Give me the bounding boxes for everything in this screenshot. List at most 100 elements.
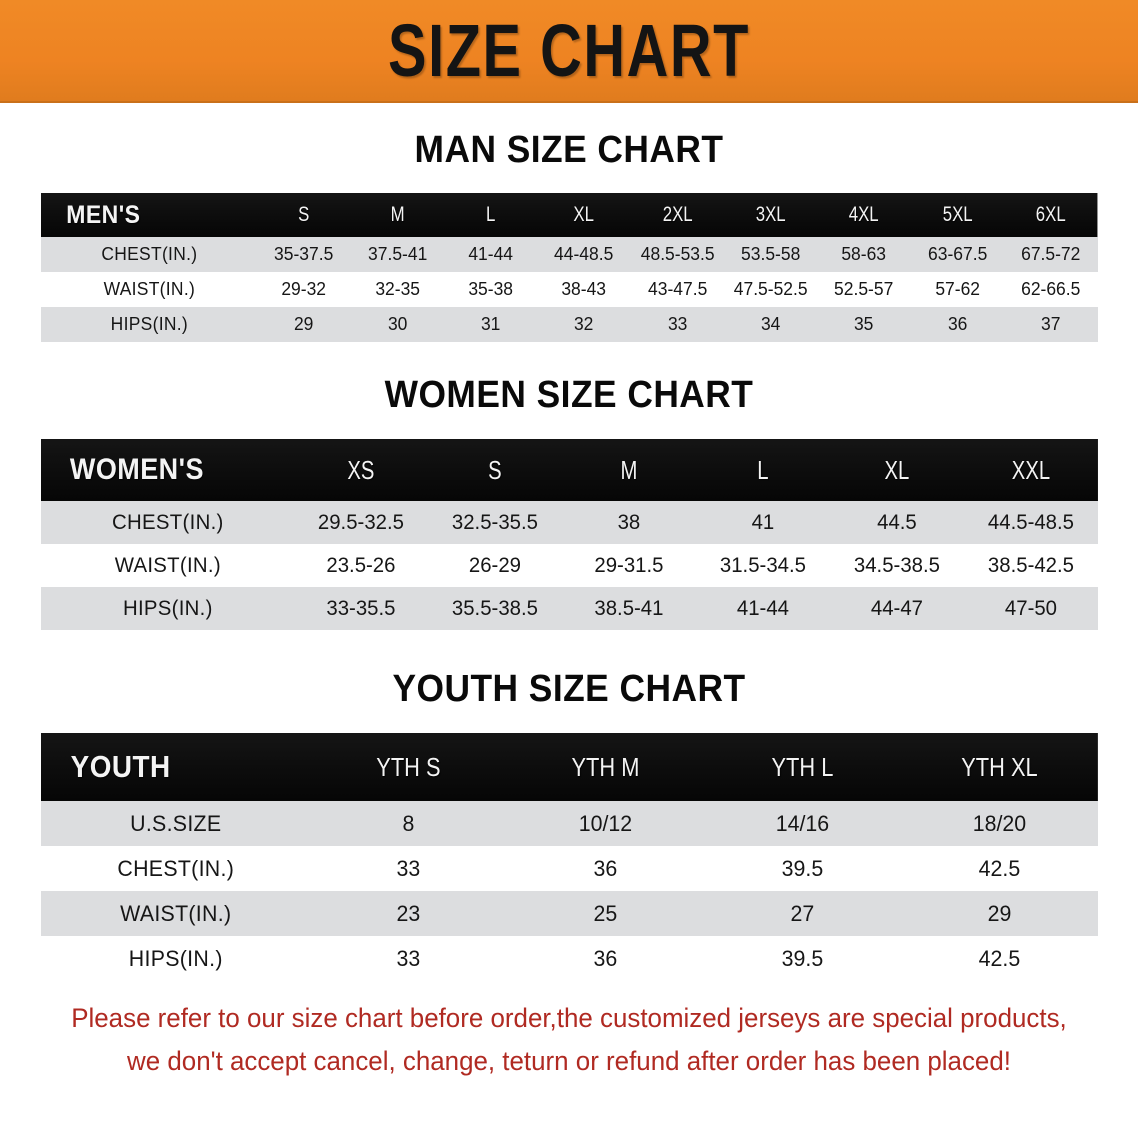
column-header-l: L (757, 454, 769, 485)
table-cell: 32.5-35.5 (451, 510, 539, 534)
table-cell: 33 (396, 855, 421, 881)
women-table-corner-label: WOMEN'S (69, 453, 204, 486)
table-row: WAIST(IN.) 23 25 27 29 (40, 891, 1098, 936)
table-cell: 38 (617, 510, 641, 534)
table-cell: 27 (790, 900, 815, 926)
table-cell: 14/16 (775, 810, 829, 836)
page-banner: SIZE CHART (0, 0, 1138, 103)
column-header-yth-xl: YTH XL (960, 751, 1038, 782)
table-cell: 67.5-72 (1021, 244, 1081, 264)
table-cell: 10/12 (578, 810, 633, 836)
row-label-hips-in-: HIPS(IN.) (128, 945, 223, 971)
table-cell: 53.5-58 (741, 244, 801, 264)
table-cell: 29.5-32.5 (318, 510, 405, 534)
table-cell: 44-47 (870, 596, 923, 620)
column-header-xl: XL (884, 454, 910, 485)
table-row: HIPS(IN.) 33-35.5 35.5-38.5 38.5-41 41-44 44-… (40, 587, 1098, 630)
return-policy-line-1: Please refer to our size chart before or… (71, 1003, 1067, 1033)
youth-table-body: U.S.SIZE 8 10/12 14/16 18/20 CHEST(IN.) 33 36 39… (40, 801, 1098, 981)
table-cell: 35 (854, 314, 874, 334)
table-row: CHEST(IN.) 33 36 39.5 42.5 (40, 846, 1098, 891)
table-cell: 29 (987, 900, 1011, 926)
table-row: HIPS(IN.) 29 30 31 32 33 34 35 36 37 (40, 307, 1098, 342)
women-size-table-container: WOMEN'S XS S M L XL XXL CHEST(IN.) 29.5-32.5 32.… (40, 439, 1098, 630)
table-cell: 42.5 (978, 945, 1020, 971)
table-cell: 30 (387, 314, 407, 334)
youth-table-corner-label: YOUTH (70, 749, 171, 784)
table-cell: 47-50 (1004, 596, 1057, 620)
column-header-l: L (485, 203, 496, 226)
women-table-body: CHEST(IN.) 29.5-32.5 32.5-35.5 38 41 44.5 44.5… (40, 501, 1098, 630)
row-label-hips-in-: HIPS(IN.) (110, 314, 188, 334)
man-section-title: MAN SIZE CHART (414, 129, 724, 171)
row-label-hips-in-: HIPS(IN.) (122, 596, 213, 620)
table-cell: 29 (294, 314, 314, 334)
table-row: U.S.SIZE 8 10/12 14/16 18/20 (40, 801, 1098, 846)
column-header-yth-l: YTH L (771, 751, 834, 782)
column-header-yth-s: YTH S (376, 751, 441, 782)
column-header-m: M (390, 203, 405, 226)
row-label-chest-in-: CHEST(IN.) (111, 510, 224, 534)
table-cell: 57-62 (935, 279, 980, 299)
table-cell: 31.5-34.5 (719, 553, 806, 577)
table-cell: 34 (760, 314, 781, 334)
column-header-m: M (620, 454, 638, 485)
table-cell: 32 (574, 314, 594, 334)
table-cell: 35.5-38.5 (451, 596, 539, 620)
table-header-row: WOMEN'S XS S M L XL XXL (40, 439, 1098, 501)
table-cell: 48.5-53.5 (640, 244, 715, 264)
table-cell: 29-31.5 (594, 553, 664, 577)
table-cell: 36 (947, 314, 968, 334)
row-label-u-s-size: U.S.SIZE (129, 810, 221, 836)
table-cell: 62-66.5 (1021, 279, 1081, 299)
table-cell: 37 (1041, 314, 1061, 334)
table-row: WAIST(IN.) 29-32 32-35 35-38 38-43 43-47.5 47.… (40, 272, 1098, 307)
youth-size-table: YOUTH YTH S YTH M YTH L YTH XL U.S.SIZE 8 10/1… (40, 733, 1098, 981)
man-size-table: MEN'S S M L XL 2XL 3XL 4XL 5XL 6XL CHEST(IN.) 35-3… (40, 193, 1098, 342)
table-cell: 42.5 (978, 855, 1020, 881)
page-title: SIZE CHART (388, 8, 750, 92)
column-header-4xl: 4XL (849, 203, 879, 226)
table-cell: 44-48.5 (554, 244, 614, 264)
column-header-yth-m: YTH M (571, 751, 640, 782)
column-header-5xl: 5XL (942, 203, 973, 226)
table-cell: 33 (667, 314, 687, 334)
table-cell: 43-47.5 (647, 279, 707, 299)
table-cell: 31 (480, 314, 501, 334)
column-header-xxl: XXL (1011, 454, 1050, 485)
table-cell: 41-44 (468, 244, 513, 264)
table-header-row: MEN'S S M L XL 2XL 3XL 4XL 5XL 6XL (40, 193, 1098, 237)
table-cell: 44.5 (876, 510, 917, 534)
table-cell: 44.5-48.5 (987, 510, 1074, 534)
table-cell: 36 (593, 945, 618, 971)
return-policy-line-2: we don't accept cancel, change, teturn o… (127, 1046, 1011, 1077)
row-label-waist-in-: WAIST(IN.) (103, 279, 195, 299)
table-cell: 39.5 (781, 945, 823, 971)
table-cell: 25 (593, 900, 618, 926)
table-cell: 35-37.5 (274, 244, 334, 264)
table-cell: 34.5-38.5 (853, 553, 940, 577)
table-cell: 37.5-41 (367, 244, 427, 264)
table-cell: 52.5-57 (834, 279, 894, 299)
table-cell: 63-67.5 (927, 244, 987, 264)
table-cell: 38-43 (561, 279, 607, 299)
column-header-s: S (488, 454, 502, 485)
table-cell: 33 (396, 945, 421, 971)
man-table-corner-label: MEN'S (65, 200, 140, 229)
table-cell: 38.5-42.5 (987, 553, 1074, 577)
table-cell: 39.5 (781, 855, 823, 881)
table-row: CHEST(IN.) 29.5-32.5 32.5-35.5 38 41 44.5 44.5… (40, 501, 1098, 544)
table-cell: 26-29 (468, 553, 522, 577)
column-header-2xl: 2XL (662, 203, 693, 226)
column-header-xs: XS (347, 454, 375, 485)
women-table-header: WOMEN'S XS S M L XL XXL (40, 439, 1098, 501)
row-label-waist-in-: WAIST(IN.) (119, 900, 231, 926)
table-cell: 33-35.5 (326, 596, 396, 620)
column-header-3xl: 3XL (755, 203, 786, 226)
table-cell: 29-32 (281, 279, 327, 299)
man-table-body: CHEST(IN.) 35-37.5 37.5-41 41-44 44-48.5 48.5… (40, 237, 1098, 342)
table-cell: 35-38 (468, 279, 513, 299)
table-cell: 38.5-41 (594, 596, 664, 620)
table-cell: 8 (402, 810, 415, 836)
row-label-chest-in-: CHEST(IN.) (116, 855, 234, 881)
